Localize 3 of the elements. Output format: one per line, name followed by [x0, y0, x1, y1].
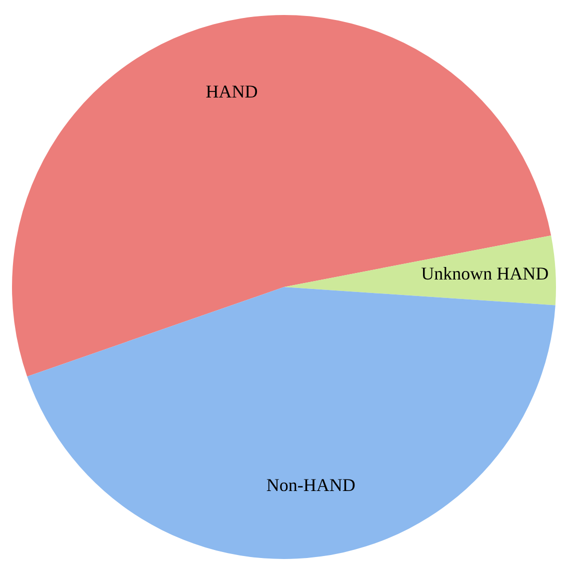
slice-label: HAND	[206, 81, 258, 102]
slice-label: Non-HAND	[266, 475, 356, 496]
slice-label: Unknown HAND	[421, 263, 549, 284]
